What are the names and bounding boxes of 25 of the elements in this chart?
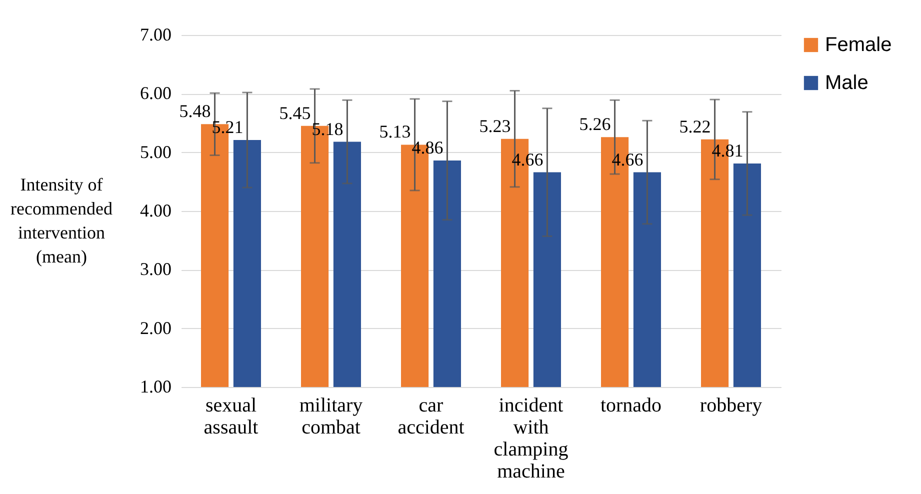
x-tick-label: incident with clamping machine: [494, 394, 568, 482]
y-tick-label: 3.00: [140, 259, 172, 280]
y-axis-title: Intensity of recommended intervention (mean): [10, 174, 112, 266]
x-tick-label: military combat: [299, 394, 363, 438]
y-tick-label: 6.00: [140, 83, 172, 104]
data-label: 5.13: [379, 122, 411, 142]
x-tick-label: sexual assault: [204, 394, 259, 438]
data-label: 5.48: [179, 101, 211, 122]
x-tick-label: robbery: [700, 394, 762, 416]
x-tick-label: car accident: [398, 394, 465, 438]
legend-label: Female: [825, 34, 892, 56]
y-tick-label: 2.00: [140, 318, 172, 338]
data-label: 4.66: [612, 149, 644, 170]
data-label: 4.81: [712, 140, 744, 160]
data-label: 5.45: [279, 102, 311, 123]
x-tick-label: tornado: [600, 394, 662, 416]
y-tick-label: 7.00: [140, 24, 172, 44]
legend-label: Male: [825, 72, 868, 94]
y-tick-label: 4.00: [140, 200, 172, 220]
data-label: 5.23: [479, 116, 511, 136]
y-tick-label: 5.00: [140, 142, 172, 162]
data-label: 5.26: [579, 114, 611, 134]
data-label: 5.22: [679, 116, 711, 136]
data-label: 4.66: [512, 149, 544, 170]
y-tick-label: 1.00: [140, 376, 172, 396]
